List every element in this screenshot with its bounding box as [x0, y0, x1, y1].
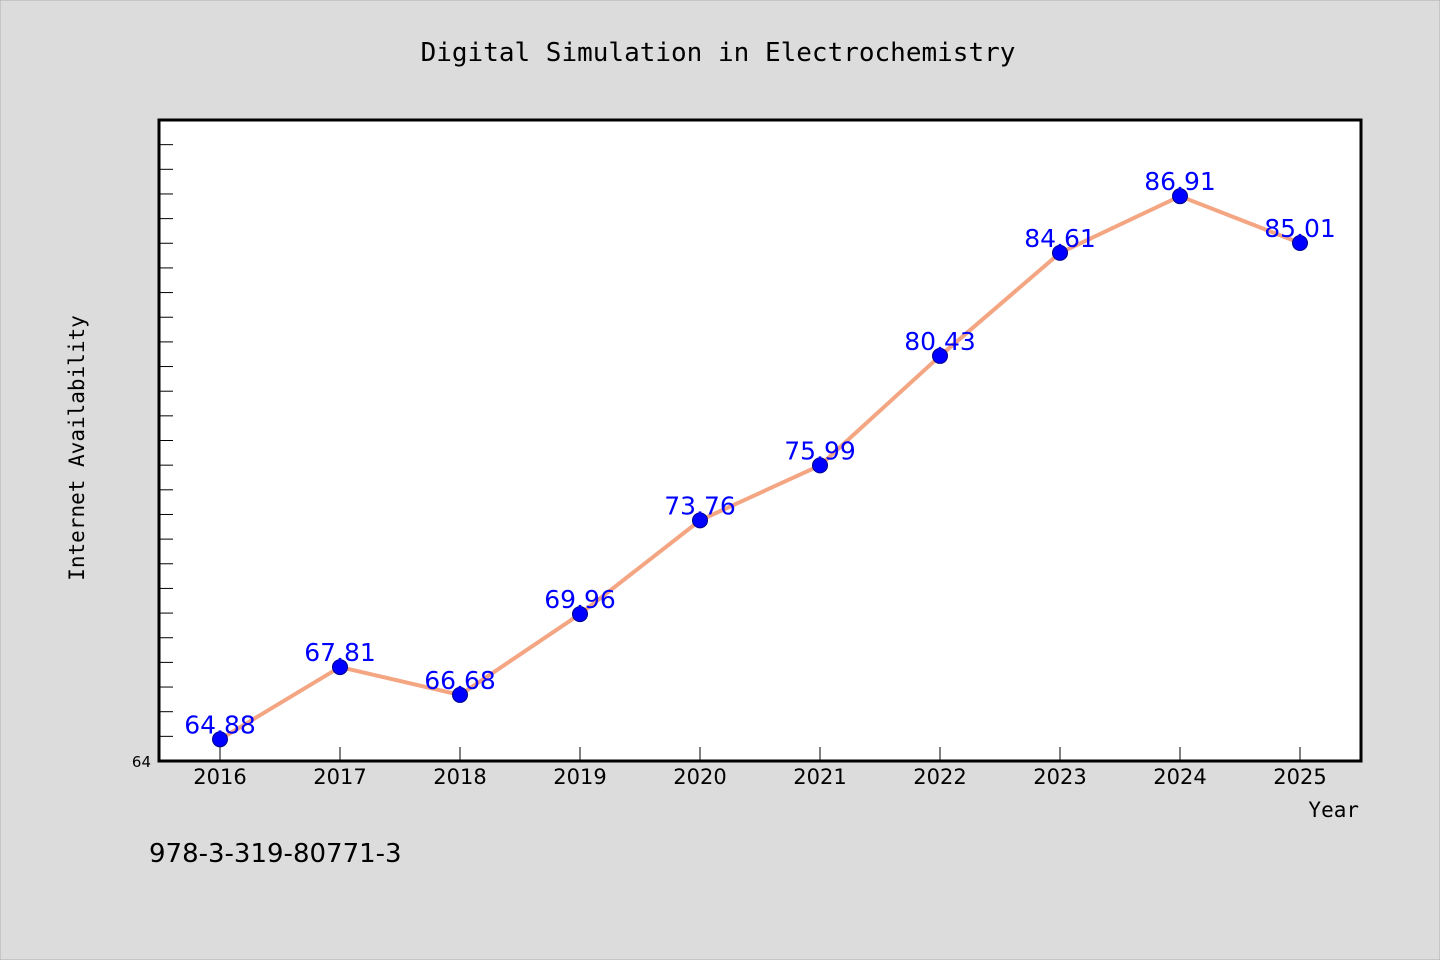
y-axis-title: Internet Availability: [65, 315, 89, 581]
data-label: 67.81: [304, 638, 376, 667]
data-point: [212, 731, 228, 748]
footer-isbn: 978-3-319-80771-3: [149, 839, 402, 869]
x-axis-ticks: [219, 747, 1301, 761]
x-tick-label: 2024: [1153, 765, 1206, 789]
data-point: [1172, 188, 1188, 205]
x-tick-label: 2025: [1273, 765, 1326, 789]
data-label: 84.61: [1024, 224, 1096, 253]
data-point: [932, 347, 948, 364]
data-point: [332, 659, 348, 676]
data-label: 80.43: [904, 327, 976, 356]
data-markers: [212, 188, 1308, 748]
x-tick-label: 2019: [553, 765, 606, 789]
x-tick-label: 2023: [1033, 765, 1086, 789]
y-axis-min-label: 64: [132, 753, 151, 771]
x-tick-label: 2018: [433, 765, 486, 789]
data-label: 69.96: [544, 585, 616, 614]
x-tick-label: 2021: [793, 765, 846, 789]
data-labels: 64.88 67.81 66.68 69.96 73.76 75.99 80.43 84.61…: [184, 167, 1336, 739]
y-axis-ticks: [159, 144, 173, 737]
data-point: [1052, 244, 1068, 261]
data-label: 66.68: [424, 666, 496, 695]
data-point: [572, 606, 588, 623]
data-label: 86.91: [1144, 167, 1216, 196]
data-label: 64.88: [184, 710, 256, 739]
data-point: [692, 512, 708, 529]
data-label: 85.01: [1264, 214, 1336, 243]
x-tick-label: 2022: [913, 765, 966, 789]
x-tick-label: 2020: [673, 765, 726, 789]
data-label: 73.76: [664, 491, 736, 520]
plot-area: [157, 118, 1363, 763]
data-point: [812, 457, 828, 474]
data-point: [1292, 235, 1308, 252]
x-tick-label: 2016: [193, 765, 246, 789]
x-tick-label: 2017: [313, 765, 366, 789]
series-line: [218, 194, 1302, 742]
x-axis-title: Year: [1308, 798, 1359, 822]
chart-title: Digital Simulation in Electrochemistry: [421, 38, 1016, 68]
data-label: 75.99: [784, 436, 856, 465]
x-axis-tick-labels: 2016 2017 2018 2019 2020 2021 2022 2023 2024 2025: [193, 765, 1326, 789]
data-point: [452, 686, 468, 703]
